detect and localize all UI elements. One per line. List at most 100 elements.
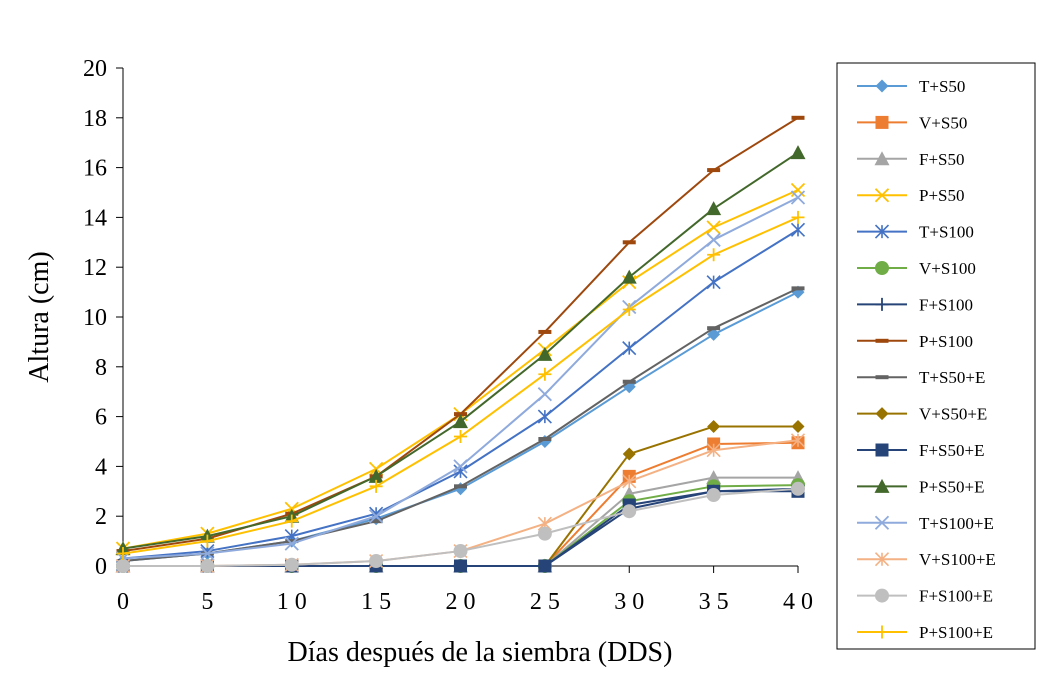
- legend-label: V+S100+E: [919, 550, 996, 569]
- legend-marker: [875, 115, 889, 129]
- legend-marker: [875, 588, 889, 603]
- y-tick-label: 8: [95, 355, 107, 381]
- legend-marker: [874, 515, 890, 530]
- data-point: [453, 459, 468, 474]
- legend-label: F+S100: [919, 295, 973, 314]
- y-tick-label: 6: [95, 405, 107, 431]
- legend-label: V+S50: [919, 113, 967, 132]
- x-tick-label: 2 5: [530, 589, 560, 615]
- data-point: [790, 182, 806, 198]
- legend-item: P+S50+E: [857, 477, 984, 496]
- legend: T+S50 V+S50 F+S50 P+S50 T+S100 V+S100 F+S100 P+…: [836, 62, 1036, 650]
- series-line: [122, 216, 799, 555]
- data-point: [116, 559, 130, 573]
- data-point: [200, 546, 215, 561]
- data-point: [284, 536, 299, 551]
- series-5: [115, 222, 806, 566]
- data-point: [706, 232, 721, 247]
- series-layer: [115, 115, 806, 574]
- data-point: [538, 559, 552, 573]
- data-point: [622, 474, 637, 489]
- data-point: [116, 547, 130, 561]
- data-point: [707, 248, 721, 262]
- y-tick-label: 0: [95, 554, 107, 580]
- legend-box: [836, 62, 1036, 650]
- legend-label: F+S50+E: [919, 441, 984, 460]
- y-tick-label: 14: [83, 205, 107, 231]
- legend-label: P+S100+E: [919, 623, 993, 642]
- data-point: [369, 554, 384, 569]
- legend-item: T+S50: [857, 77, 965, 96]
- y-tick-label: 18: [83, 106, 107, 132]
- data-point: [538, 329, 552, 334]
- legend-item: P+S50: [857, 186, 965, 205]
- data-point: [790, 433, 806, 448]
- legend-label: F+S100+E: [919, 587, 993, 606]
- data-point: [790, 222, 806, 237]
- data-point: [622, 303, 636, 317]
- legend-item: V+S50: [857, 113, 967, 132]
- legend-marker: [874, 151, 890, 166]
- y-axis-title: Altura (cm): [24, 251, 55, 382]
- legend-marker: [875, 407, 889, 421]
- data-point: [621, 269, 637, 284]
- legend-marker: [875, 625, 889, 639]
- legend-label: V+S100: [919, 259, 976, 278]
- data-point: [538, 367, 552, 381]
- y-tick-label: 10: [83, 305, 107, 331]
- legend-item: F+S50: [857, 150, 965, 169]
- data-point: [706, 275, 721, 290]
- data-point: [791, 481, 805, 496]
- x-tick-label: 3 0: [614, 589, 644, 615]
- data-point: [454, 484, 467, 489]
- legend-item: T+S100: [857, 223, 974, 242]
- legend-label: T+S100+E: [919, 514, 994, 533]
- data-point: [791, 420, 805, 434]
- legend-marker: [874, 552, 890, 567]
- data-point: [622, 447, 636, 461]
- data-point: [537, 387, 553, 402]
- legend-label: P+S50: [919, 186, 965, 205]
- legend-marker: [875, 375, 889, 380]
- data-point: [368, 509, 384, 524]
- legend-item: T+S50+E: [857, 368, 985, 387]
- data-point: [453, 414, 468, 429]
- series-15: [116, 481, 805, 573]
- data-point: [285, 514, 299, 528]
- x-tick-label: 2 0: [446, 589, 476, 615]
- data-point: [622, 379, 636, 384]
- data-point: [453, 544, 468, 559]
- data-point: [706, 220, 721, 235]
- legend-marker: [875, 338, 889, 343]
- legend-label: T+S100: [919, 223, 974, 242]
- legend-marker: [875, 443, 889, 457]
- legend-marker: [874, 478, 890, 493]
- series-4: [115, 182, 806, 556]
- legend-label: P+S50+E: [919, 477, 984, 496]
- data-point: [200, 534, 214, 548]
- data-point: [537, 409, 552, 424]
- data-point: [706, 443, 721, 458]
- series-16: [116, 210, 805, 561]
- data-point: [706, 201, 722, 216]
- legend-item: V+S50+E: [857, 405, 987, 424]
- data-point: [454, 430, 467, 444]
- legend-item: F+S50+E: [857, 441, 984, 460]
- data-point: [538, 437, 552, 442]
- data-point: [368, 468, 384, 483]
- data-point: [790, 145, 806, 160]
- legend-marker: [875, 297, 889, 311]
- legend-item: F+S100+E: [857, 587, 993, 606]
- legend-marker: [874, 188, 890, 203]
- data-point: [200, 559, 215, 573]
- legend-marker: [874, 224, 890, 239]
- data-point: [622, 504, 637, 519]
- legend-label: P+S100: [919, 332, 973, 351]
- data-point: [369, 479, 383, 493]
- data-point: [369, 519, 383, 524]
- legend-marker: [875, 261, 889, 275]
- legend-item: F+S100: [857, 295, 973, 314]
- y-tick-label: 4: [95, 454, 107, 480]
